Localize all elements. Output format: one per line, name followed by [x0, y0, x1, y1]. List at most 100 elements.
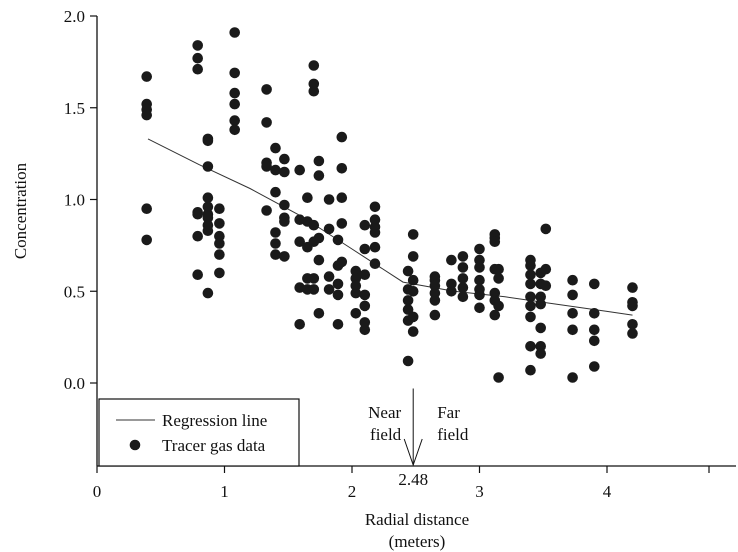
data-point — [540, 280, 552, 292]
data-point — [214, 230, 225, 242]
data-point — [279, 216, 290, 227]
data-point — [474, 302, 485, 314]
data-point — [525, 260, 536, 271]
data-point — [229, 87, 240, 99]
data-point — [589, 324, 600, 336]
data-point — [323, 284, 335, 295]
data-point — [214, 203, 225, 214]
data-point — [407, 274, 419, 286]
data-point — [141, 109, 152, 121]
data-point — [474, 274, 485, 286]
data-point — [359, 289, 371, 301]
x-tick-label: 4 — [603, 482, 612, 501]
data-point — [474, 262, 485, 273]
far-field-label-line1: Far — [437, 403, 460, 422]
data-point — [457, 291, 469, 303]
data-point — [446, 278, 457, 290]
data-point — [323, 271, 335, 282]
data-point — [627, 300, 638, 312]
y-axis-ticks: 0.0 0.5 1.0 1.5 2.0 — [64, 7, 97, 393]
data-point — [270, 227, 281, 238]
data-point — [627, 282, 638, 293]
data-point — [429, 295, 441, 306]
legend-point-swatch — [129, 439, 141, 451]
data-point — [525, 311, 536, 323]
data-point — [457, 262, 469, 273]
data-point — [457, 273, 469, 284]
data-point — [294, 236, 306, 247]
data-point — [279, 251, 290, 262]
data-point — [214, 267, 225, 279]
x-tick-label: 0 — [93, 482, 102, 501]
data-point — [359, 269, 371, 281]
data-point — [279, 153, 290, 165]
data-point — [369, 241, 381, 253]
data-point — [270, 164, 281, 176]
data-point — [535, 341, 546, 352]
data-point — [308, 284, 320, 295]
near-field-label-line2: field — [370, 425, 402, 444]
data-point — [429, 280, 441, 292]
data-point — [313, 170, 325, 181]
data-point — [429, 287, 441, 299]
data-point — [525, 278, 536, 290]
near-field-label-line1: Near — [368, 403, 401, 422]
data-point — [567, 289, 578, 301]
data-point — [308, 78, 320, 90]
data-point — [308, 273, 320, 284]
data-point — [323, 223, 335, 235]
data-point — [474, 254, 485, 266]
data-point — [589, 335, 600, 347]
data-point — [493, 273, 504, 284]
data-point — [229, 115, 240, 126]
breakpoint-label: 2.48 — [398, 470, 428, 489]
data-point — [407, 229, 419, 240]
data-point — [336, 192, 348, 203]
data-point — [627, 328, 638, 339]
data-point — [192, 269, 203, 281]
data-point — [313, 232, 325, 244]
data-point — [525, 300, 536, 312]
data-point — [350, 280, 362, 292]
y-tick-label: 1.5 — [64, 99, 85, 118]
data-point — [567, 274, 578, 286]
data-point — [359, 317, 371, 328]
data-point — [202, 225, 214, 236]
data-point — [402, 295, 414, 306]
data-point — [308, 85, 320, 97]
data-point — [229, 124, 240, 136]
data-point — [457, 251, 469, 262]
data-point — [350, 265, 362, 277]
data-point — [214, 218, 225, 229]
data-point — [229, 27, 240, 38]
data-point — [402, 355, 414, 367]
data-point — [270, 249, 281, 260]
data-point — [474, 289, 485, 301]
data-point — [525, 291, 536, 303]
y-tick-label: 1.0 — [64, 191, 85, 210]
data-point — [261, 84, 272, 95]
data-point — [192, 52, 203, 64]
data-point — [332, 319, 344, 330]
data-point — [525, 269, 536, 281]
data-point — [493, 263, 504, 275]
data-point — [313, 155, 325, 167]
y-tick-label: 0.5 — [64, 282, 85, 301]
legend: Regression line Tracer gas data — [98, 398, 300, 467]
data-point — [429, 309, 441, 321]
data-point — [369, 201, 381, 213]
data-point — [302, 192, 313, 203]
data-point — [350, 308, 362, 319]
data-point — [214, 249, 225, 260]
data-point — [336, 218, 348, 229]
legend-label-tracer: Tracer gas data — [162, 436, 266, 455]
data-point — [294, 319, 306, 330]
data-point — [489, 309, 501, 321]
y-tick-label: 0.0 — [64, 374, 85, 393]
data-point — [540, 263, 552, 275]
data-point — [332, 234, 344, 246]
data-point — [313, 308, 325, 319]
data-point — [407, 251, 419, 262]
data-point — [229, 98, 240, 110]
